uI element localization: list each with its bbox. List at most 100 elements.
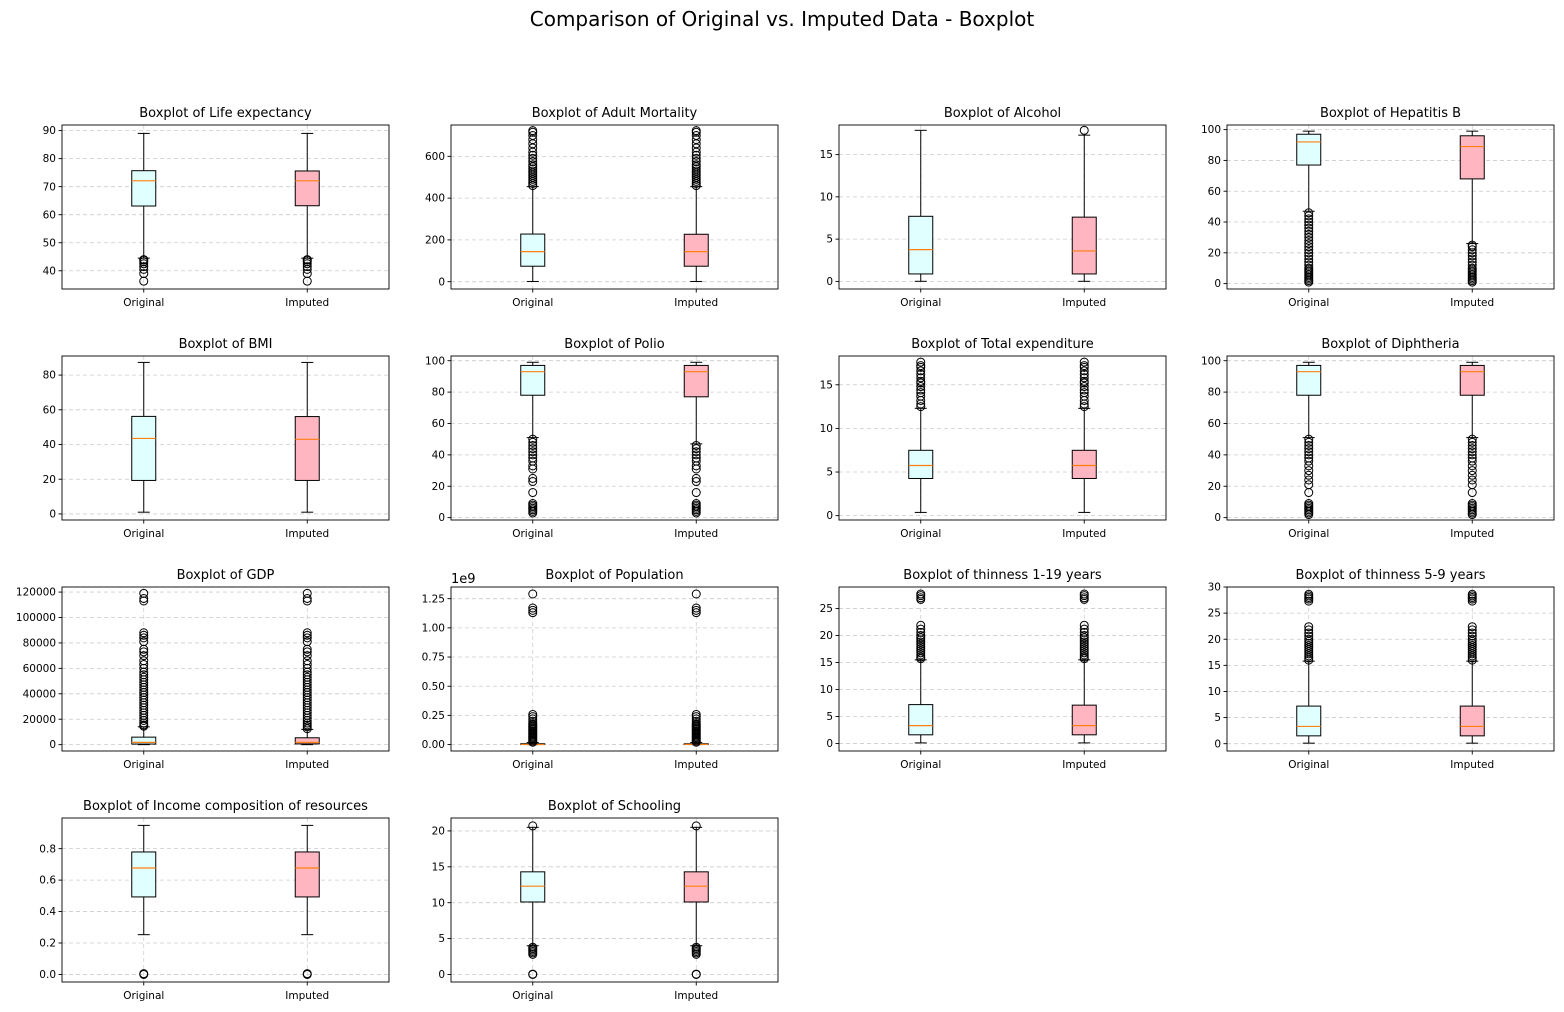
flier-point bbox=[1467, 470, 1477, 480]
flier-point bbox=[916, 641, 926, 651]
subplot-13: 0 5 10 15 20 Original Imputed Boxplot of School… bbox=[432, 799, 779, 1002]
flier-point bbox=[1467, 260, 1477, 270]
flier-point bbox=[1304, 631, 1314, 641]
flier-point bbox=[528, 969, 538, 979]
flier-point bbox=[1467, 257, 1477, 267]
flier-point bbox=[691, 456, 701, 466]
x-tick-label: Imputed bbox=[1450, 297, 1494, 309]
flier-point bbox=[139, 969, 149, 979]
axis-offset-text: 1e9 bbox=[451, 572, 476, 587]
flier-point bbox=[1467, 245, 1477, 255]
y-tick-label: 40 bbox=[43, 265, 56, 277]
flier-point bbox=[1467, 434, 1477, 444]
flier-point bbox=[1467, 638, 1477, 648]
y-tick-label: 0.6 bbox=[39, 875, 56, 887]
flier-point bbox=[139, 637, 149, 647]
axes-frame bbox=[61, 355, 390, 521]
flier-point bbox=[1304, 208, 1314, 218]
y-tick-label: 400 bbox=[425, 193, 445, 205]
flier-point bbox=[1304, 628, 1314, 638]
flier-point bbox=[1304, 232, 1314, 242]
flier-point bbox=[916, 369, 926, 379]
box-original bbox=[520, 364, 546, 396]
flier-point bbox=[1304, 220, 1314, 230]
y-tick-label: 90 bbox=[43, 125, 56, 137]
x-tick-label: Imputed bbox=[285, 528, 329, 540]
flier-point bbox=[1079, 589, 1089, 599]
y-tick-label: 60 bbox=[432, 418, 445, 430]
x-tick-label: Imputed bbox=[285, 990, 329, 1002]
box-original bbox=[520, 871, 546, 903]
y-tick-label: 50 bbox=[43, 237, 56, 249]
y-tick-label: 20 bbox=[432, 481, 445, 493]
flier-point bbox=[916, 373, 926, 383]
y-tick-label: 15 bbox=[820, 657, 833, 669]
flier-point bbox=[1304, 634, 1314, 644]
flier-point bbox=[528, 453, 538, 463]
y-tick-label: 100 bbox=[425, 355, 445, 367]
y-tick-label: 15 bbox=[820, 149, 833, 161]
flier-point bbox=[1079, 388, 1089, 398]
axes-frame bbox=[61, 817, 390, 983]
flier-point bbox=[691, 166, 701, 176]
flier-point bbox=[1304, 466, 1314, 476]
flier-point bbox=[1304, 453, 1314, 463]
subplot-6: 0 5 10 15 Original Imputed Boxplot of Total ex… bbox=[820, 337, 1167, 540]
x-tick-label: Original bbox=[900, 759, 941, 771]
flier-point bbox=[528, 712, 538, 722]
x-tick-label: Imputed bbox=[674, 990, 718, 1002]
flier-point bbox=[691, 453, 701, 463]
flier-point bbox=[302, 660, 312, 670]
flier-point bbox=[916, 631, 926, 641]
flier-point bbox=[691, 709, 701, 719]
flier-point bbox=[916, 633, 926, 643]
y-tick-label: 20 bbox=[1208, 481, 1221, 493]
subplot-3: 0 20 40 60 80 100 Original Imputed Boxplot of He… bbox=[1201, 106, 1555, 309]
flier-point bbox=[528, 126, 538, 136]
flier-point bbox=[1079, 391, 1089, 401]
flier-point bbox=[916, 627, 926, 637]
subplot-9: 0.00 0.25 0.50 0.75 1.00 1.25 Original Imputed B… bbox=[422, 568, 779, 771]
y-tick-label: 40 bbox=[43, 439, 56, 451]
x-tick-label: Original bbox=[512, 759, 553, 771]
flier-point bbox=[1304, 596, 1314, 606]
flier-point bbox=[302, 593, 312, 603]
y-tick-label: 15 bbox=[432, 861, 445, 873]
subplot-title: Boxplot of Total expenditure bbox=[911, 337, 1094, 352]
flier-point bbox=[528, 153, 538, 163]
flier-point bbox=[691, 473, 701, 483]
flier-point bbox=[528, 603, 538, 613]
flier-point bbox=[528, 447, 538, 457]
flier-point bbox=[1079, 627, 1089, 637]
y-tick-label: 80 bbox=[1208, 387, 1221, 399]
y-tick-label: 70 bbox=[43, 181, 56, 193]
flier-point bbox=[916, 637, 926, 647]
flier-point bbox=[139, 633, 149, 643]
box-imputed bbox=[1459, 705, 1485, 737]
flier-point bbox=[1304, 214, 1314, 224]
flier-point bbox=[691, 969, 701, 979]
axes-frame bbox=[1226, 586, 1555, 752]
flier-point bbox=[916, 385, 926, 395]
flier-point bbox=[916, 366, 926, 376]
flier-point bbox=[1304, 242, 1314, 252]
flier-point bbox=[916, 376, 926, 386]
flier-point bbox=[1467, 589, 1477, 599]
flier-point bbox=[528, 166, 538, 176]
box-original bbox=[1296, 705, 1322, 737]
flier-point bbox=[528, 709, 538, 719]
axes-frame bbox=[61, 586, 390, 752]
flier-point bbox=[1304, 589, 1314, 599]
y-tick-label: 0 bbox=[438, 512, 445, 524]
flier-point bbox=[1467, 625, 1477, 635]
flier-point bbox=[1467, 466, 1477, 476]
flier-point bbox=[139, 672, 149, 682]
flier-point bbox=[691, 126, 701, 136]
flier-point bbox=[302, 633, 312, 643]
flier-point bbox=[691, 157, 701, 167]
y-tick-label: 20 bbox=[820, 630, 833, 642]
flier-point bbox=[916, 648, 926, 658]
y-tick-label: 25 bbox=[820, 603, 833, 615]
flier-point bbox=[1079, 631, 1089, 641]
